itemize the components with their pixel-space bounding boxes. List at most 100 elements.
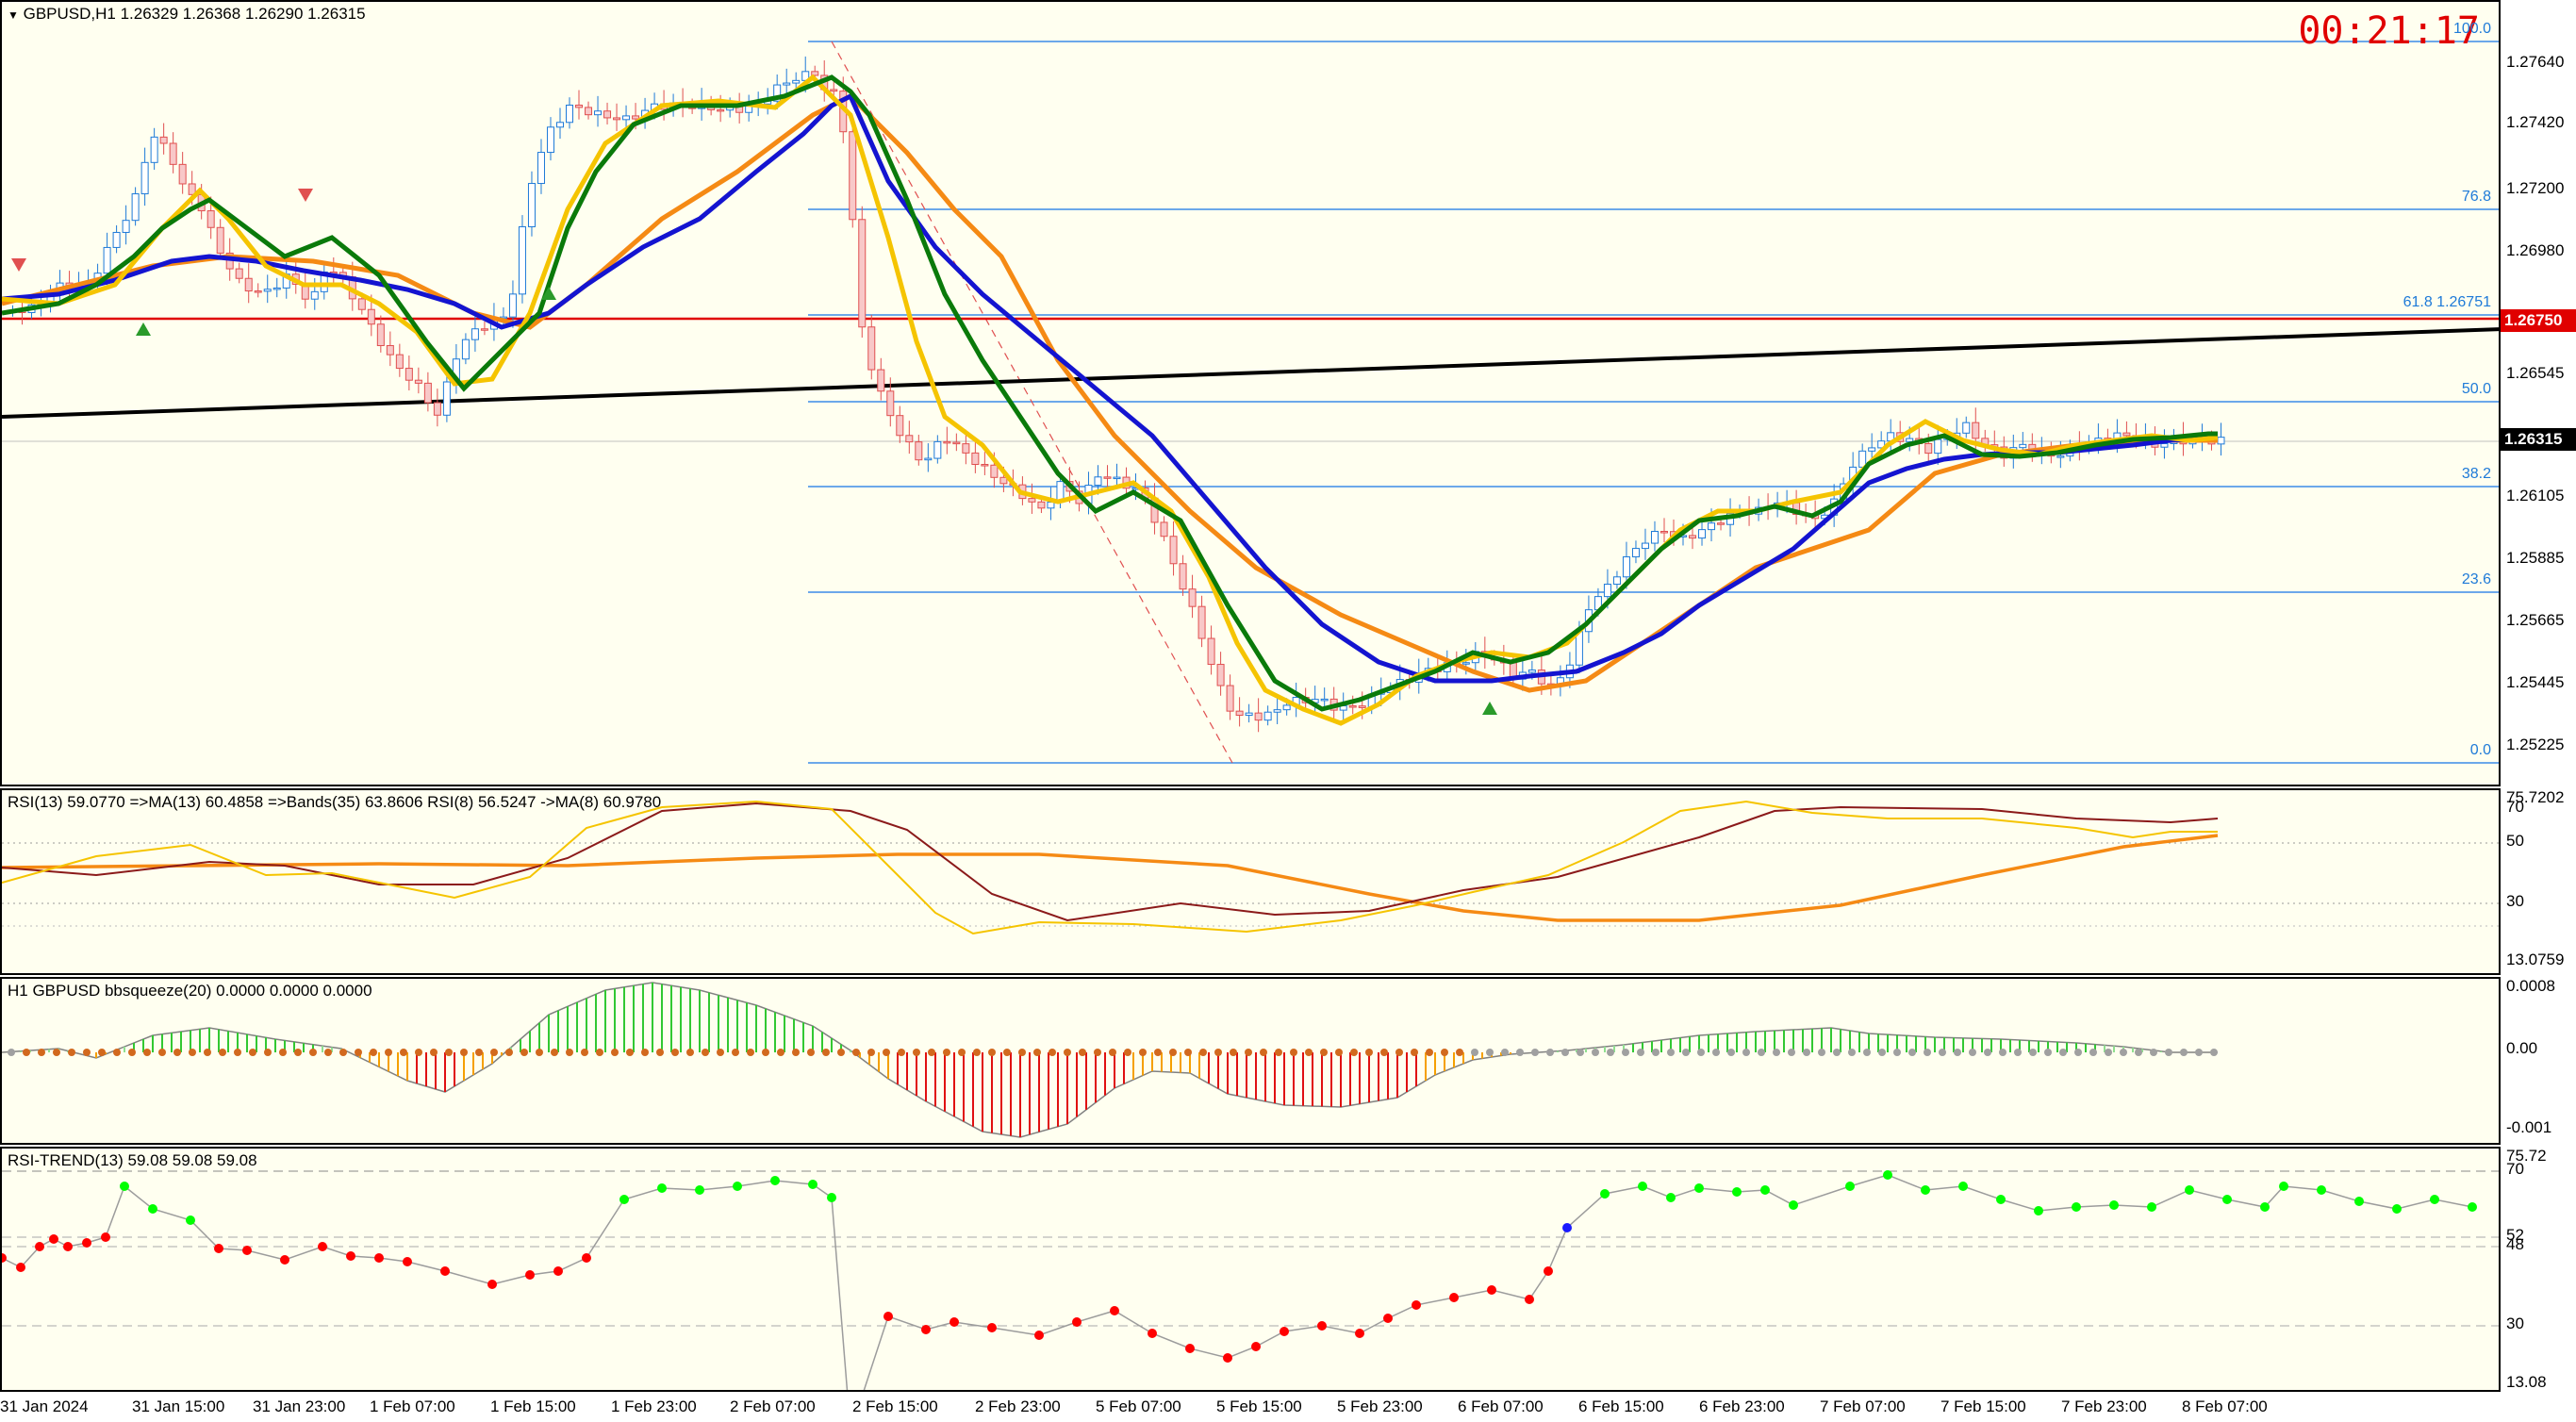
bbsqueeze-dot [2120, 1049, 2127, 1056]
bbsqueeze-dot [611, 1049, 619, 1056]
rsi-scale-tick: 50 [2506, 832, 2524, 850]
rsi-trend-indicator-pane[interactable]: RSI-TREND(13) 59.08 59.08 59.08 [0, 1147, 2501, 1392]
rsi-trend-canvas [2, 1170, 2499, 1390]
time-axis[interactable]: 31 Jan 2024 31 Jan 15:00 31 Jan 23:00 1 Feb… [0, 1392, 2501, 1422]
rsi-trend-dot [101, 1232, 110, 1242]
bbsqueeze-dot [385, 1049, 392, 1056]
moving-average-blue [2, 92, 2219, 684]
bbsqueeze-dot [1773, 1049, 1780, 1056]
bbsqueeze-dot [988, 1049, 996, 1056]
rsi-trend-dot [487, 1280, 497, 1289]
bearish-candle [575, 104, 584, 108]
rsi-trend-dot [63, 1242, 73, 1251]
bbsqueeze-dot [1758, 1049, 1765, 1056]
bbsqueeze-dot [505, 1049, 513, 1056]
bearish-candle [178, 163, 187, 185]
bbsqueeze-dot [1094, 1049, 1101, 1056]
rsi-trend-dot [553, 1266, 563, 1276]
bbsqueeze-dot [762, 1049, 769, 1056]
bbsqueeze-dot [1908, 1049, 1916, 1056]
horizontal-line-price-box: 1.26750 [2501, 309, 2576, 332]
price-scale-tick: 1.27640 [2506, 53, 2565, 71]
bbsqueeze-dot [1969, 1049, 1976, 1056]
bbsqueeze-dot [430, 1049, 438, 1056]
bbsqueeze-dot [1893, 1049, 1901, 1056]
bearish-candle [811, 71, 819, 76]
bullish-candle [1641, 542, 1649, 550]
bullish-candle [1858, 450, 1867, 468]
rsi-scale-tick: 13.0759 [2506, 951, 2565, 968]
bbsqueeze-dot [400, 1049, 407, 1056]
bbsqueeze-dot [777, 1049, 784, 1056]
bbsqueeze-dot [2029, 1049, 2037, 1056]
rsi-trend-dot [2185, 1185, 2194, 1195]
price-chart-pane[interactable]: ▼ GBPUSD,H1 1.26329 1.26368 1.26290 1.26… [0, 0, 2501, 786]
price-scale-tick: 1.26980 [2506, 241, 2565, 259]
bullish-candle [783, 82, 791, 86]
bullish-candle [442, 381, 451, 416]
rsi-trend-dot [1921, 1185, 1930, 1195]
bbsqueeze-dot [219, 1049, 226, 1056]
rsi-trend-dot [2147, 1202, 2156, 1212]
bearish-candle [905, 435, 914, 443]
bbsqueeze-dot [928, 1049, 935, 1056]
rsi-indicator-pane[interactable]: RSI(13) 59.0770 =>MA(13) 60.4858 =>Bands… [0, 788, 2501, 975]
bbsqueeze-scale[interactable]: 0.0008 0.00 -0.001 [2501, 977, 2576, 1145]
bbsqueeze-dot [913, 1049, 920, 1056]
bbsqueeze-dot [1848, 1049, 1856, 1056]
symbol-ohlc-text: GBPUSD,H1 1.26329 1.26368 1.26290 1.2631… [23, 5, 366, 23]
price-scale-tick: 1.26105 [2506, 487, 2565, 504]
rsi-trend-dot [2392, 1204, 2402, 1214]
bbsqueeze-dot [1049, 1049, 1056, 1056]
bearish-candle [235, 268, 243, 279]
bbsqueeze-dot [1109, 1049, 1116, 1056]
bbsqueeze-dot [867, 1049, 875, 1056]
rsi-trend-dot [1280, 1327, 1289, 1336]
rsi-trend-dot [1223, 1353, 1232, 1363]
bbsqueeze-dot [1788, 1049, 1795, 1056]
bullish-candle [745, 106, 753, 113]
bullish-candle [933, 440, 942, 459]
bbsqueeze-dot [1516, 1049, 1524, 1056]
bearish-candle [1169, 536, 1178, 565]
price-scale[interactable]: 1.27640 1.27420 1.27200 1.26980 1.26750 1.265… [2501, 0, 2576, 786]
bbsqueeze-dot [1124, 1049, 1131, 1056]
time-axis-label: 2 Feb 07:00 [730, 1397, 816, 1415]
rsi-scale[interactable]: 75.7202 70 50 30 13.0759 [2501, 788, 2576, 975]
fibonacci-level-label: 23.6 [2461, 571, 2491, 587]
buy-signal-arrow-icon [541, 287, 556, 300]
bullish-candle [924, 457, 933, 461]
bullish-candle [546, 126, 554, 154]
rsi-trend-dot [242, 1246, 252, 1255]
bearish-candle [1197, 605, 1206, 639]
bbsqueeze-dot [264, 1049, 272, 1056]
rsi-trend-dot [318, 1242, 327, 1251]
bearish-candle [981, 464, 989, 467]
rsi-trend-dot [770, 1176, 780, 1185]
bullish-candle [1047, 502, 1055, 509]
bearish-candle [896, 415, 904, 437]
bbsqueeze-dot [355, 1049, 362, 1056]
bearish-candle [867, 326, 876, 371]
bullish-candle [1906, 438, 1914, 442]
time-axis-label: 6 Feb 23:00 [1699, 1397, 1785, 1415]
fibonacci-level-label: 100.0 [2452, 21, 2491, 37]
rsi-trend-dot [1789, 1200, 1798, 1210]
bbsqueeze-dot [1652, 1049, 1660, 1056]
bullish-candle [471, 328, 479, 340]
rsi-trend-scale[interactable]: 75.72 70 52 48 30 13.08 [2501, 1147, 2576, 1392]
fibonacci-level-label: 76.8 [2461, 189, 2491, 205]
bbsqueeze-dot [2014, 1049, 2022, 1056]
bbsqueeze-indicator-pane[interactable]: H1 GBPUSD bbsqueeze(20) 0.0000 0.0000 0.… [0, 977, 2501, 1145]
bbsqueeze-dot [958, 1049, 966, 1056]
bearish-candle [877, 369, 885, 392]
bbsqueeze-dot [671, 1049, 679, 1056]
bullish-candle [461, 339, 470, 360]
bearish-candle [585, 107, 593, 116]
bullish-candle [773, 84, 782, 102]
rsi-trend-dot [49, 1234, 58, 1244]
current-price-box: 1.26315 [2501, 428, 2576, 451]
bbsqueeze-dot [626, 1049, 634, 1056]
dropdown-triangle-icon[interactable]: ▼ [8, 8, 19, 22]
bbsqueeze-dot [339, 1049, 347, 1056]
